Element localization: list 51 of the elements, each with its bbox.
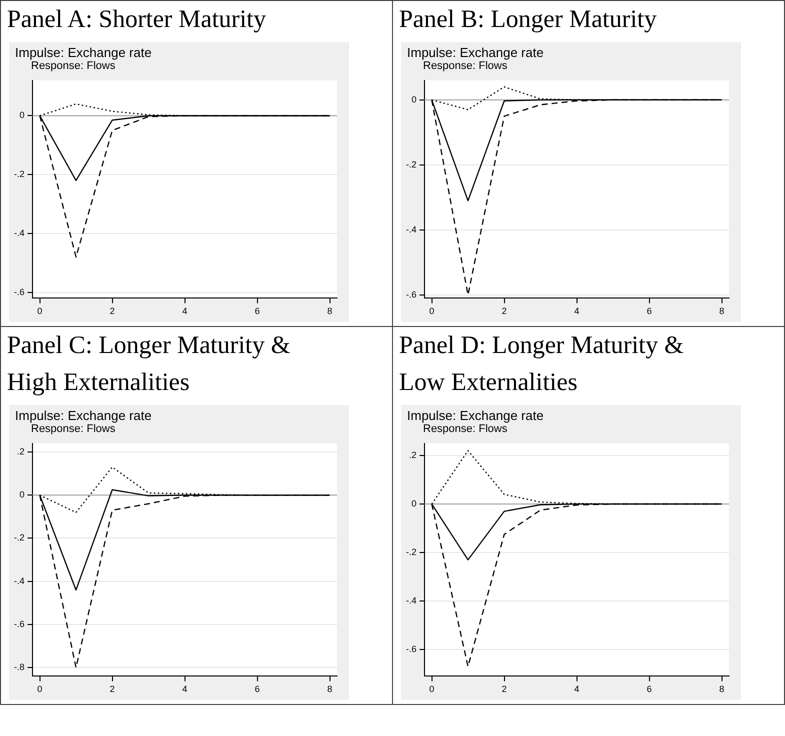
x-tick-label: 2: [502, 306, 507, 316]
y-tick-label: -.2: [406, 547, 417, 558]
text: Response: Flows: [422, 60, 508, 72]
y-tick-label: -.2: [406, 159, 417, 170]
x-tick-label: 4: [182, 684, 188, 694]
chart-title: Panel A: Shorter Maturity: [6, 5, 267, 35]
y-tick-label: -.6: [14, 286, 25, 297]
chart-subtitle: Impulse: Exchange rate: [406, 45, 545, 60]
y-tick-label: -.4: [406, 224, 417, 234]
chart-subtitle: Impulse: Exchange rate: [406, 408, 545, 423]
x-tick-label: 6: [254, 306, 260, 316]
y-tick-label: -.2: [14, 169, 25, 180]
x-tick-label: 6: [646, 684, 652, 694]
y-tick-label: -.6: [406, 644, 417, 654]
y-tick-label: 0: [19, 110, 25, 120]
x-tick-label: 2: [502, 684, 507, 694]
y-tick-label: 0: [411, 498, 417, 509]
y-tick-label: .2: [408, 450, 417, 460]
x-tick-label: 2: [110, 306, 115, 316]
x-tick-label: 0: [429, 684, 434, 694]
chart-subtitle: Impulse: Exchange rate: [14, 408, 153, 423]
x-tick-label: 0: [429, 306, 434, 316]
x-tick-label: 6: [646, 306, 652, 316]
x-tick-label: 4: [574, 306, 580, 316]
y-tick-label: 0: [19, 490, 25, 500]
text: Response: Flows: [30, 60, 116, 72]
chart-title: Panel B: Longer Maturity: [398, 5, 658, 35]
chart-title: Panel C: Longer Maturity & High Externalities: [6, 331, 292, 398]
y-tick-label: -.4: [406, 596, 417, 606]
chart-title: Panel D: Longer Maturity & Low Externalities: [398, 331, 685, 398]
text: Response: Flows: [30, 423, 116, 435]
y-tick-label: -.8: [14, 662, 25, 672]
y-tick-label: 0: [411, 94, 417, 104]
x-tick-label: 0: [37, 684, 42, 694]
x-tick-label: 8: [327, 684, 332, 694]
x-tick-label: 8: [719, 306, 724, 316]
x-tick-label: 2: [110, 684, 115, 694]
x-tick-label: 8: [719, 684, 724, 694]
x-tick-label: 4: [574, 684, 580, 694]
y-tick-label: -.6: [14, 618, 25, 629]
y-tick-label: -.6: [406, 289, 417, 300]
y-tick-label: -.2: [14, 532, 25, 543]
x-tick-label: 0: [37, 306, 42, 316]
y-tick-label: -.4: [14, 576, 25, 586]
y-tick-label: -.4: [14, 228, 25, 238]
x-tick-label: 4: [182, 306, 188, 316]
x-tick-label: 6: [254, 684, 260, 694]
x-tick-label: 8: [327, 306, 332, 316]
y-tick-label: .2: [16, 446, 25, 457]
text: Response: Flows: [422, 423, 508, 435]
chart-subtitle: Impulse: Exchange rate: [14, 45, 153, 60]
